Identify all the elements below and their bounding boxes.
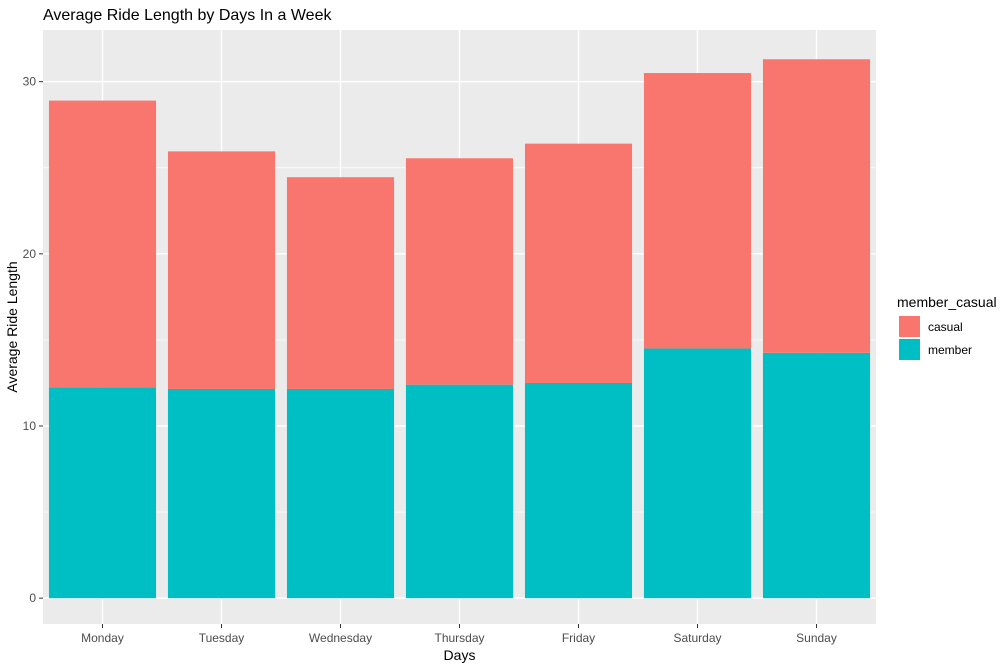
x-tick-label-thursday: Thursday	[434, 631, 484, 645]
x-tick-label-tuesday: Tuesday	[199, 631, 245, 645]
legend-items: casual member	[899, 316, 972, 360]
x-tick-label-saturday: Saturday	[673, 631, 721, 645]
bar-casual-monday	[48, 100, 157, 388]
bar-member-sunday	[762, 352, 871, 599]
legend: member_casual casual member	[897, 294, 997, 360]
bar-casual-sunday	[762, 59, 871, 353]
bar-casual-tuesday	[167, 151, 276, 389]
y-axis-title: Average Ride Length	[4, 261, 20, 392]
y-tick-label: 0	[29, 591, 36, 605]
y-axis-ticks: 0 10 20 30	[23, 75, 43, 605]
bar-casual-wednesday	[286, 177, 395, 389]
bar-casual-thursday	[405, 158, 514, 385]
bar-member-wednesday	[286, 388, 395, 599]
chart-title: Average Ride Length by Days In a Week	[43, 7, 332, 24]
bars-group	[48, 59, 871, 599]
legend-title: member_casual	[897, 294, 997, 310]
bar-member-friday	[524, 382, 633, 599]
x-axis-ticks: Monday Tuesday Wednesday Thursday Friday Satu…	[81, 624, 837, 645]
x-tick-label-wednesday: Wednesday	[309, 631, 372, 645]
bar-member-thursday	[405, 384, 514, 599]
x-tick-label-friday: Friday	[562, 631, 595, 645]
bar-member-tuesday	[167, 388, 276, 599]
bar-casual-saturday	[643, 73, 752, 349]
bar-casual-friday	[524, 143, 633, 383]
legend-key-casual	[899, 316, 920, 337]
legend-label-casual: casual	[928, 320, 963, 334]
bar-member-monday	[48, 387, 157, 599]
x-tick-label-sunday: Sunday	[796, 631, 837, 645]
bar-member-saturday	[643, 348, 752, 599]
x-tick-label-monday: Monday	[81, 631, 124, 645]
legend-key-member	[899, 339, 920, 360]
x-axis-title: Days	[444, 647, 476, 663]
y-tick-label: 30	[23, 75, 37, 89]
y-tick-label: 10	[23, 419, 37, 433]
legend-label-member: member	[928, 343, 972, 357]
y-tick-label: 20	[23, 247, 37, 261]
